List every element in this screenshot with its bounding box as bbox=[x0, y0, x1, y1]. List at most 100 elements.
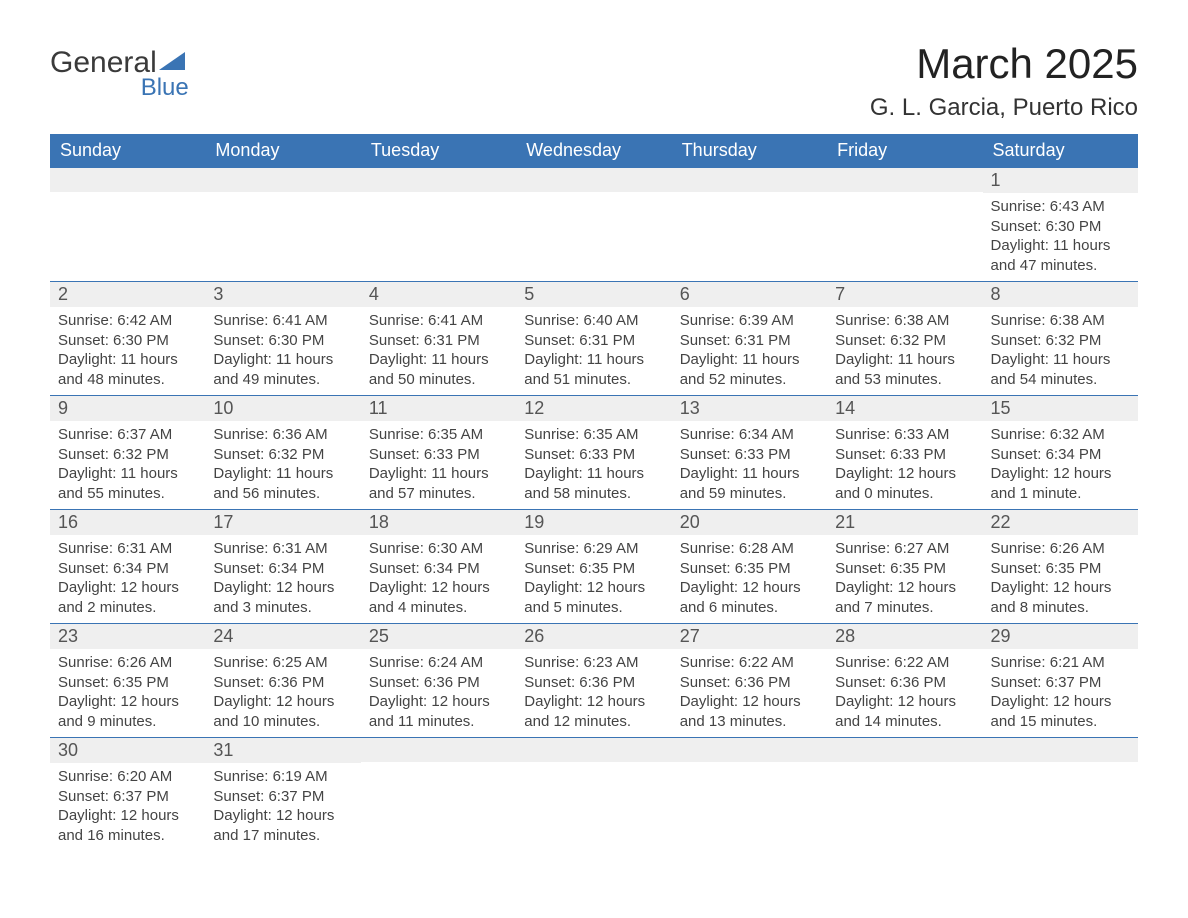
sunrise-line: Sunrise: 6:43 AM bbox=[991, 197, 1130, 217]
day-details: Sunrise: 6:41 AMSunset: 6:31 PMDaylight:… bbox=[361, 307, 516, 395]
calendar-day-cell: 18Sunrise: 6:30 AMSunset: 6:34 PMDayligh… bbox=[361, 510, 516, 624]
sunset-line: Sunset: 6:34 PM bbox=[369, 559, 508, 579]
daylight-line: Daylight: 11 hours and 51 minutes. bbox=[524, 350, 663, 389]
sunset-line: Sunset: 6:31 PM bbox=[680, 331, 819, 351]
day-number: 17 bbox=[205, 510, 360, 535]
sunset-line: Sunset: 6:36 PM bbox=[524, 673, 663, 693]
daylight-line: Daylight: 11 hours and 58 minutes. bbox=[524, 464, 663, 503]
sunrise-line: Sunrise: 6:26 AM bbox=[991, 539, 1130, 559]
sunrise-line: Sunrise: 6:22 AM bbox=[680, 653, 819, 673]
day-details: Sunrise: 6:39 AMSunset: 6:31 PMDaylight:… bbox=[672, 307, 827, 395]
day-number: 19 bbox=[516, 510, 671, 535]
daylight-line: Daylight: 12 hours and 9 minutes. bbox=[58, 692, 197, 731]
sunset-line: Sunset: 6:34 PM bbox=[213, 559, 352, 579]
sunrise-line: Sunrise: 6:29 AM bbox=[524, 539, 663, 559]
day-details: Sunrise: 6:26 AMSunset: 6:35 PMDaylight:… bbox=[50, 649, 205, 737]
calendar-week-row: 9Sunrise: 6:37 AMSunset: 6:32 PMDaylight… bbox=[50, 396, 1138, 510]
daylight-line: Daylight: 11 hours and 54 minutes. bbox=[991, 350, 1130, 389]
sunset-line: Sunset: 6:32 PM bbox=[991, 331, 1130, 351]
day-details: Sunrise: 6:43 AMSunset: 6:30 PMDaylight:… bbox=[983, 193, 1138, 281]
calendar-empty-cell bbox=[205, 168, 360, 282]
day-details: Sunrise: 6:36 AMSunset: 6:32 PMDaylight:… bbox=[205, 421, 360, 509]
sunrise-line: Sunrise: 6:28 AM bbox=[680, 539, 819, 559]
sunrise-line: Sunrise: 6:19 AM bbox=[213, 767, 352, 787]
sunset-line: Sunset: 6:33 PM bbox=[369, 445, 508, 465]
sunset-line: Sunset: 6:32 PM bbox=[58, 445, 197, 465]
sunset-line: Sunset: 6:37 PM bbox=[213, 787, 352, 807]
brand-triangle-icon bbox=[159, 52, 185, 70]
weekday-header: Wednesday bbox=[516, 134, 671, 168]
calendar-day-cell: 19Sunrise: 6:29 AMSunset: 6:35 PMDayligh… bbox=[516, 510, 671, 624]
day-details: Sunrise: 6:40 AMSunset: 6:31 PMDaylight:… bbox=[516, 307, 671, 395]
day-number bbox=[827, 738, 982, 762]
day-number: 25 bbox=[361, 624, 516, 649]
sunrise-line: Sunrise: 6:33 AM bbox=[835, 425, 974, 445]
daylight-line: Daylight: 11 hours and 55 minutes. bbox=[58, 464, 197, 503]
weekday-header: Friday bbox=[827, 134, 982, 168]
sunrise-line: Sunrise: 6:36 AM bbox=[213, 425, 352, 445]
daylight-line: Daylight: 12 hours and 15 minutes. bbox=[991, 692, 1130, 731]
day-number: 6 bbox=[672, 282, 827, 307]
day-details bbox=[50, 192, 205, 252]
sunset-line: Sunset: 6:33 PM bbox=[524, 445, 663, 465]
sunrise-line: Sunrise: 6:35 AM bbox=[369, 425, 508, 445]
sunrise-line: Sunrise: 6:38 AM bbox=[991, 311, 1130, 331]
day-details: Sunrise: 6:34 AMSunset: 6:33 PMDaylight:… bbox=[672, 421, 827, 509]
daylight-line: Daylight: 12 hours and 14 minutes. bbox=[835, 692, 974, 731]
calendar-day-cell: 22Sunrise: 6:26 AMSunset: 6:35 PMDayligh… bbox=[983, 510, 1138, 624]
day-number: 5 bbox=[516, 282, 671, 307]
sunset-line: Sunset: 6:33 PM bbox=[835, 445, 974, 465]
day-number: 12 bbox=[516, 396, 671, 421]
calendar-empty-cell bbox=[827, 738, 982, 852]
daylight-line: Daylight: 11 hours and 57 minutes. bbox=[369, 464, 508, 503]
day-number: 22 bbox=[983, 510, 1138, 535]
calendar-day-cell: 8 Sunrise: 6:38 AMSunset: 6:32 PMDaylight… bbox=[983, 282, 1138, 396]
calendar-day-cell: 20Sunrise: 6:28 AMSunset: 6:35 PMDayligh… bbox=[672, 510, 827, 624]
day-number bbox=[672, 168, 827, 192]
calendar-day-cell: 9Sunrise: 6:37 AMSunset: 6:32 PMDaylight… bbox=[50, 396, 205, 510]
day-number: 24 bbox=[205, 624, 360, 649]
calendar-week-row: 16Sunrise: 6:31 AMSunset: 6:34 PMDayligh… bbox=[50, 510, 1138, 624]
day-details: Sunrise: 6:23 AMSunset: 6:36 PMDaylight:… bbox=[516, 649, 671, 737]
day-number bbox=[205, 168, 360, 192]
daylight-line: Daylight: 11 hours and 47 minutes. bbox=[991, 236, 1130, 275]
day-details: Sunrise: 6:24 AMSunset: 6:36 PMDaylight:… bbox=[361, 649, 516, 737]
daylight-line: Daylight: 12 hours and 3 minutes. bbox=[213, 578, 352, 617]
day-number: 26 bbox=[516, 624, 671, 649]
sunset-line: Sunset: 6:36 PM bbox=[369, 673, 508, 693]
calendar-week-row: 23Sunrise: 6:26 AMSunset: 6:35 PMDayligh… bbox=[50, 624, 1138, 738]
sunrise-line: Sunrise: 6:40 AM bbox=[524, 311, 663, 331]
weekday-header: Sunday bbox=[50, 134, 205, 168]
sunrise-line: Sunrise: 6:20 AM bbox=[58, 767, 197, 787]
day-details bbox=[827, 192, 982, 252]
day-details: Sunrise: 6:28 AMSunset: 6:35 PMDaylight:… bbox=[672, 535, 827, 623]
sunrise-line: Sunrise: 6:39 AM bbox=[680, 311, 819, 331]
calendar-day-cell: 26Sunrise: 6:23 AMSunset: 6:36 PMDayligh… bbox=[516, 624, 671, 738]
day-details: Sunrise: 6:27 AMSunset: 6:35 PMDaylight:… bbox=[827, 535, 982, 623]
calendar-week-row: 2Sunrise: 6:42 AMSunset: 6:30 PMDaylight… bbox=[50, 282, 1138, 396]
calendar-empty-cell bbox=[516, 738, 671, 852]
sunset-line: Sunset: 6:36 PM bbox=[835, 673, 974, 693]
sunrise-line: Sunrise: 6:23 AM bbox=[524, 653, 663, 673]
page-location: G. L. Garcia, Puerto Rico bbox=[870, 94, 1138, 122]
calendar-day-cell: 13Sunrise: 6:34 AMSunset: 6:33 PMDayligh… bbox=[672, 396, 827, 510]
calendar-empty-cell bbox=[50, 168, 205, 282]
calendar-day-cell: 28Sunrise: 6:22 AMSunset: 6:36 PMDayligh… bbox=[827, 624, 982, 738]
calendar-empty-cell bbox=[361, 738, 516, 852]
sunrise-line: Sunrise: 6:31 AM bbox=[213, 539, 352, 559]
daylight-line: Daylight: 12 hours and 12 minutes. bbox=[524, 692, 663, 731]
calendar-week-row: 1Sunrise: 6:43 AMSunset: 6:30 PMDaylight… bbox=[50, 168, 1138, 282]
calendar-day-cell: 12Sunrise: 6:35 AMSunset: 6:33 PMDayligh… bbox=[516, 396, 671, 510]
calendar-empty-cell bbox=[516, 168, 671, 282]
day-details: Sunrise: 6:31 AMSunset: 6:34 PMDaylight:… bbox=[50, 535, 205, 623]
day-details: Sunrise: 6:31 AMSunset: 6:34 PMDaylight:… bbox=[205, 535, 360, 623]
calendar-day-cell: 6Sunrise: 6:39 AMSunset: 6:31 PMDaylight… bbox=[672, 282, 827, 396]
day-number: 8 bbox=[983, 282, 1138, 307]
calendar-day-cell: 11Sunrise: 6:35 AMSunset: 6:33 PMDayligh… bbox=[361, 396, 516, 510]
daylight-line: Daylight: 12 hours and 8 minutes. bbox=[991, 578, 1130, 617]
daylight-line: Daylight: 11 hours and 50 minutes. bbox=[369, 350, 508, 389]
day-number: 4 bbox=[361, 282, 516, 307]
day-details: Sunrise: 6:25 AMSunset: 6:36 PMDaylight:… bbox=[205, 649, 360, 737]
page-title: March 2025 bbox=[870, 40, 1138, 88]
day-number bbox=[50, 168, 205, 192]
